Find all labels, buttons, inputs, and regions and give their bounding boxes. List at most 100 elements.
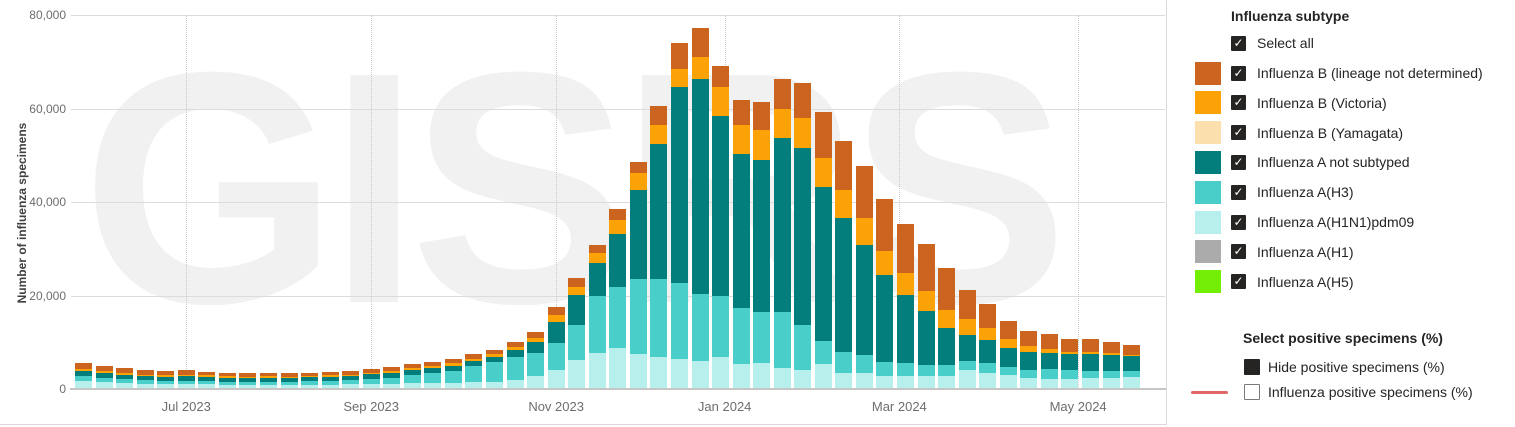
segment-b_lineage_not_determined[interactable] <box>383 367 401 372</box>
segment-a_h3[interactable] <box>753 311 771 364</box>
segment-b_victoria[interactable] <box>198 375 216 377</box>
segment-a_h1n1pdm09[interactable] <box>814 364 832 389</box>
segment-a_h3[interactable] <box>218 381 236 385</box>
checkbox-checked[interactable]: ✓ <box>1231 154 1246 170</box>
segment-a_h1n1pdm09[interactable] <box>301 384 319 389</box>
bar-week-9[interactable] <box>239 15 257 389</box>
segment-a_not_subtyped[interactable] <box>753 159 771 312</box>
segment-b_lineage_not_determined[interactable] <box>486 349 503 354</box>
segment-b_lineage_not_determined[interactable] <box>979 303 997 329</box>
segment-a_h1n1pdm09[interactable] <box>835 372 853 389</box>
segment-b_victoria[interactable] <box>1123 354 1141 357</box>
segment-b_victoria[interactable] <box>917 290 935 311</box>
segment-b_lineage_not_determined[interactable] <box>527 331 545 338</box>
segment-a_h1n1pdm09[interactable] <box>444 382 462 389</box>
segment-a_not_subtyped[interactable] <box>588 263 606 296</box>
checkbox-checked[interactable]: ✓ <box>1231 244 1246 260</box>
segment-a_not_subtyped[interactable] <box>1123 356 1141 371</box>
segment-b_victoria[interactable] <box>383 371 401 373</box>
bar-week-8[interactable] <box>218 15 236 389</box>
segment-b_lineage_not_determined[interactable] <box>609 209 627 221</box>
segment-b_victoria[interactable] <box>177 374 195 376</box>
segment-a_h1n1pdm09[interactable] <box>691 360 709 389</box>
segment-b_lineage_not_determined[interactable] <box>362 368 380 373</box>
segment-a_h1n1pdm09[interactable] <box>753 363 771 389</box>
segment-a_not_subtyped[interactable] <box>383 372 401 378</box>
segment-b_victoria[interactable] <box>280 376 298 378</box>
segment-b_victoria[interactable] <box>979 328 997 341</box>
segment-a_h3[interactable] <box>691 294 709 361</box>
bar-week-17[interactable] <box>403 15 421 389</box>
segment-a_not_subtyped[interactable] <box>75 370 92 377</box>
segment-b_lineage_not_determined[interactable] <box>321 371 339 376</box>
segment-a_h3[interactable] <box>568 324 586 361</box>
segment-b_victoria[interactable] <box>486 353 503 357</box>
segment-a_h3[interactable] <box>958 360 976 371</box>
segment-b_lineage_not_determined[interactable] <box>1040 334 1058 350</box>
legend-item-influenza-b-yamagata-[interactable]: ✓ Influenza B (Yamagata) <box>1167 118 1515 148</box>
segment-b_victoria[interactable] <box>1102 353 1120 356</box>
bar-week-46[interactable] <box>999 15 1017 389</box>
segment-b_victoria[interactable] <box>609 220 627 234</box>
segment-b_victoria[interactable] <box>136 374 154 376</box>
segment-a_not_subtyped[interactable] <box>136 375 154 381</box>
segment-a_h3[interactable] <box>280 381 298 385</box>
segment-a_h1n1pdm09[interactable] <box>917 375 935 389</box>
segment-a_h1n1pdm09[interactable] <box>670 359 688 389</box>
segment-b_victoria[interactable] <box>1040 349 1058 353</box>
segment-b_lineage_not_determined[interactable] <box>95 365 113 371</box>
segment-b_victoria[interactable] <box>403 368 421 371</box>
segment-a_not_subtyped[interactable] <box>794 147 812 326</box>
segment-a_not_subtyped[interactable] <box>773 137 791 312</box>
bar-week-22[interactable] <box>506 15 524 389</box>
segment-a_h1n1pdm09[interactable] <box>609 347 627 389</box>
bar-week-44[interactable] <box>958 15 976 389</box>
segment-a_h3[interactable] <box>136 380 154 384</box>
bar-week-20[interactable] <box>465 15 483 389</box>
segment-b_victoria[interactable] <box>1081 352 1099 355</box>
bar-week-45[interactable] <box>979 15 997 389</box>
filled-checkbox[interactable] <box>1244 359 1260 375</box>
bar-week-35[interactable] <box>773 15 791 389</box>
segment-b_lineage_not_determined[interactable] <box>403 364 421 369</box>
segment-a_h3[interactable] <box>75 376 92 381</box>
segment-a_not_subtyped[interactable] <box>342 375 360 381</box>
segment-a_h1n1pdm09[interactable] <box>999 375 1017 389</box>
segment-a_h1n1pdm09[interactable] <box>280 384 298 389</box>
segment-b_lineage_not_determined[interactable] <box>444 359 462 364</box>
segment-b_lineage_not_determined[interactable] <box>157 371 175 376</box>
legend-item-influenza-b-lineage-not-determined-[interactable]: ✓ Influenza B (lineage not determined) <box>1167 58 1515 88</box>
segment-b_victoria[interactable] <box>342 374 360 376</box>
segment-a_h3[interactable] <box>321 381 339 385</box>
segment-b_lineage_not_determined[interactable] <box>938 268 956 310</box>
segment-b_lineage_not_determined[interactable] <box>650 106 668 126</box>
segment-a_not_subtyped[interactable] <box>999 347 1017 368</box>
segment-a_h3[interactable] <box>177 380 195 385</box>
segment-a_h1n1pdm09[interactable] <box>342 384 360 389</box>
segment-b_lineage_not_determined[interactable] <box>958 290 976 320</box>
bar-week-31[interactable] <box>691 15 709 389</box>
segment-a_h3[interactable] <box>95 377 113 382</box>
segment-b_lineage_not_determined[interactable] <box>424 361 442 367</box>
segment-a_h3[interactable] <box>259 381 277 385</box>
segment-b_victoria[interactable] <box>321 375 339 377</box>
segment-b_victoria[interactable] <box>753 129 771 160</box>
segment-a_h1n1pdm09[interactable] <box>1081 378 1099 389</box>
bar-week-39[interactable] <box>855 15 873 389</box>
segment-a_h3[interactable] <box>383 377 401 385</box>
segment-a_not_subtyped[interactable] <box>650 144 668 280</box>
segment-a_h3[interactable] <box>629 278 647 354</box>
bar-week-11[interactable] <box>280 15 298 389</box>
segment-b_lineage_not_determined[interactable] <box>794 82 812 118</box>
segment-a_h3[interactable] <box>547 343 565 370</box>
segment-a_not_subtyped[interactable] <box>1040 352 1058 370</box>
segment-a_h1n1pdm09[interactable] <box>794 369 812 389</box>
segment-a_h1n1pdm09[interactable] <box>321 384 339 389</box>
segment-a_not_subtyped[interactable] <box>1081 354 1099 371</box>
segment-a_h1n1pdm09[interactable] <box>1123 376 1141 389</box>
bar-week-19[interactable] <box>444 15 462 389</box>
segment-a_not_subtyped[interactable] <box>321 376 339 382</box>
segment-b_lineage_not_determined[interactable] <box>75 363 92 369</box>
segment-b_victoria[interactable] <box>527 337 545 342</box>
bar-week-6[interactable] <box>177 15 195 389</box>
